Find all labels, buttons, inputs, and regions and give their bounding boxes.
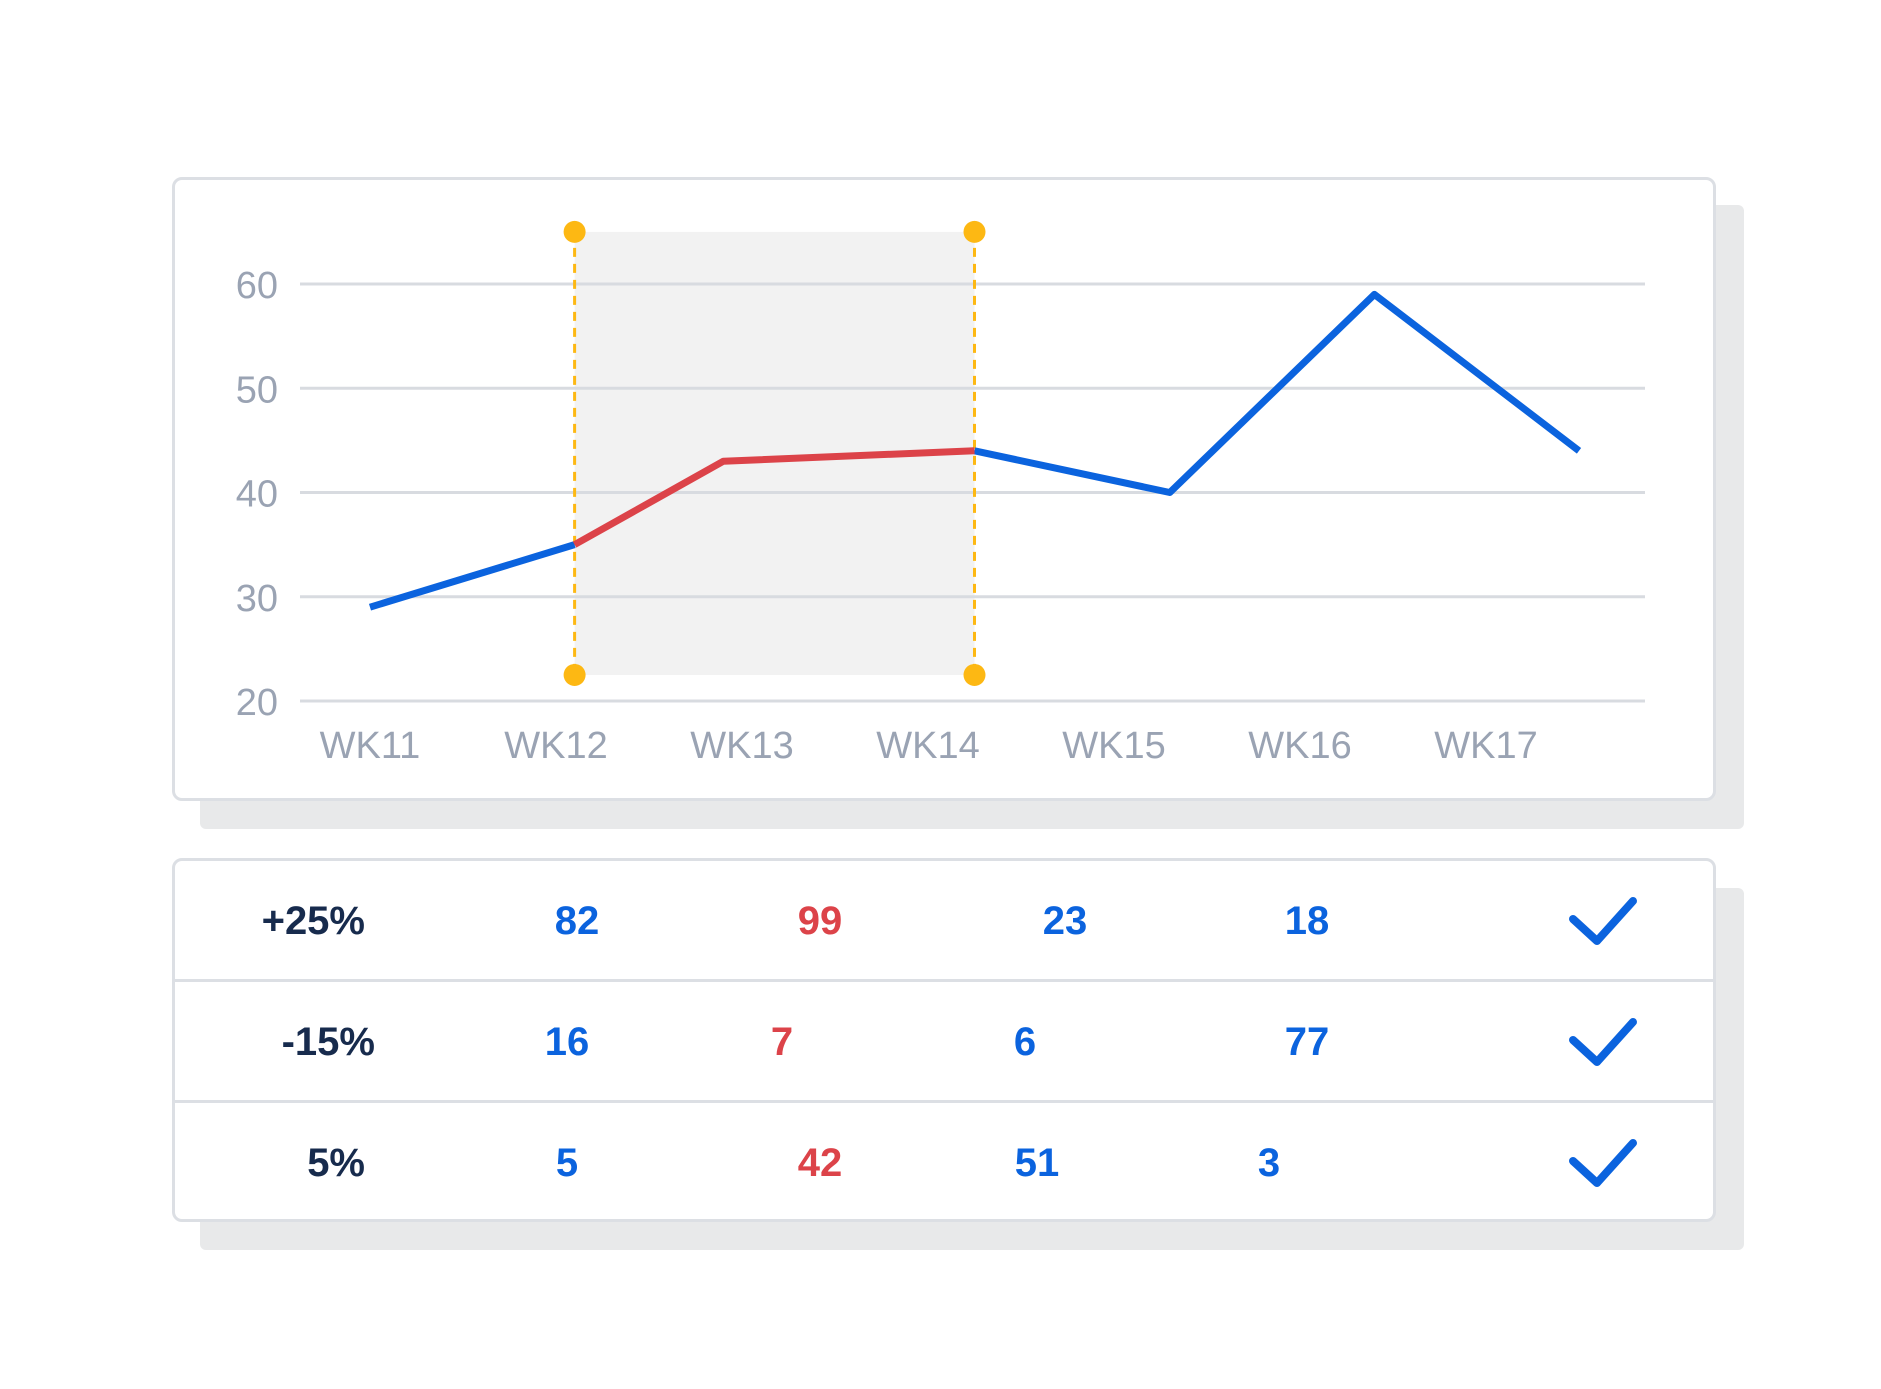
line-chart: 20 30 40 50 60 WK11 WK12 WK13 WK14 WK15 WK16 WK17	[236, 220, 1645, 767]
x-tick-label: WK14	[876, 725, 979, 767]
checkmark-icon	[1569, 1139, 1637, 1187]
x-tick-label: WK11	[320, 725, 421, 767]
table-cell: 82	[554, 899, 600, 943]
table-cell: 7	[770, 1020, 794, 1064]
selection-handle	[563, 220, 586, 243]
table-row: 5% 5 42 51 3	[175, 1100, 1713, 1223]
row-label: +25%	[261, 899, 365, 943]
y-tick-label: 30	[236, 578, 278, 620]
selection-handle	[963, 663, 986, 686]
series-line-highlighted	[572, 447, 975, 548]
checkmark-icon	[1569, 897, 1637, 945]
y-tick-label: 40	[236, 474, 278, 516]
x-tick-label: WK17	[1434, 725, 1537, 767]
checkmark-icon	[1569, 1018, 1637, 1066]
table-cell: 51	[1014, 1141, 1060, 1185]
y-tick-label: 50	[236, 369, 278, 411]
table-cell: 23	[1042, 899, 1088, 943]
row-label: 5%	[307, 1141, 365, 1185]
table-row: +25% 82 99 23 18	[175, 861, 1713, 981]
series-line	[973, 290, 1582, 496]
table-cell: 77	[1284, 1020, 1330, 1064]
table-cell: 99	[797, 899, 843, 943]
table-cell: 6	[1013, 1020, 1037, 1064]
table-cell: 18	[1284, 899, 1330, 943]
table-cell: 16	[544, 1020, 590, 1064]
selection-handle	[563, 663, 586, 686]
table-cell: 3	[1257, 1141, 1281, 1185]
x-tick-label: WK13	[690, 725, 793, 767]
data-table: +25% 82 99 23 18 -15% 16 7 6 77 5% 5 42 …	[172, 858, 1716, 1222]
selection-handle	[963, 220, 986, 243]
chart-card: 20 30 40 50 60 WK11 WK12 WK13 WK14 WK15 WK16 WK17	[172, 177, 1716, 801]
x-tick-label: WK15	[1062, 725, 1165, 767]
row-label: -15%	[281, 1020, 375, 1064]
x-tick-label: WK12	[504, 725, 607, 767]
x-tick-label: WK16	[1248, 725, 1351, 767]
table-cell: 42	[797, 1141, 843, 1185]
table-cell: 5	[555, 1141, 579, 1185]
series-line	[368, 541, 576, 611]
y-tick-label: 60	[236, 265, 278, 307]
y-tick-label: 20	[236, 682, 278, 724]
table-row: -15% 16 7 6 77	[175, 979, 1713, 1102]
